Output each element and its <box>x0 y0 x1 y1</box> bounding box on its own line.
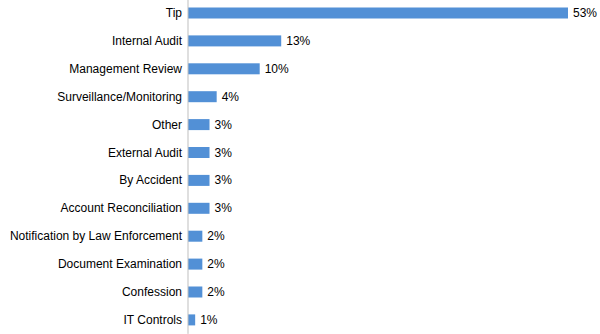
data-label: 13% <box>286 34 310 48</box>
chart-container: Tip Internal Audit Management Review Survei… <box>0 0 600 334</box>
bars <box>188 8 568 326</box>
data-label: 2% <box>207 285 225 299</box>
category-label: Account Reconciliation <box>61 201 182 215</box>
data-label: 53% <box>573 6 597 20</box>
category-label: Management Review <box>69 62 182 76</box>
category-label: Internal Audit <box>112 34 183 48</box>
category-label: Tip <box>166 6 183 20</box>
category-label: IT Controls <box>124 313 182 327</box>
bar <box>188 147 210 158</box>
data-label: 1% <box>200 313 218 327</box>
category-label: Notification by Law Enforcement <box>10 229 183 243</box>
bar <box>188 63 260 74</box>
category-label: Document Examination <box>58 257 182 271</box>
category-label: Surveillance/Monitoring <box>57 90 182 104</box>
axis-line <box>188 0 189 334</box>
chart-svg: Tip Internal Audit Management Review Survei… <box>0 0 600 334</box>
bar <box>188 231 202 242</box>
bar <box>188 35 281 46</box>
category-label: External Audit <box>108 146 183 160</box>
category-label: Other <box>152 118 182 132</box>
data-label: 3% <box>215 146 233 160</box>
data-label: 2% <box>207 229 225 243</box>
bar <box>188 119 210 130</box>
data-label: 3% <box>215 118 233 132</box>
bar <box>188 287 202 298</box>
data-label: 3% <box>215 201 233 215</box>
category-label: By Accident <box>119 173 182 187</box>
bar <box>188 259 202 270</box>
bar <box>188 314 195 325</box>
category-label: Confession <box>122 285 182 299</box>
bar <box>188 175 210 186</box>
data-label: 3% <box>215 173 233 187</box>
data-label: 10% <box>265 62 289 76</box>
bar <box>188 203 210 214</box>
bar <box>188 91 217 102</box>
data-label: 2% <box>207 257 225 271</box>
bar <box>188 8 568 19</box>
data-label: 4% <box>222 90 240 104</box>
